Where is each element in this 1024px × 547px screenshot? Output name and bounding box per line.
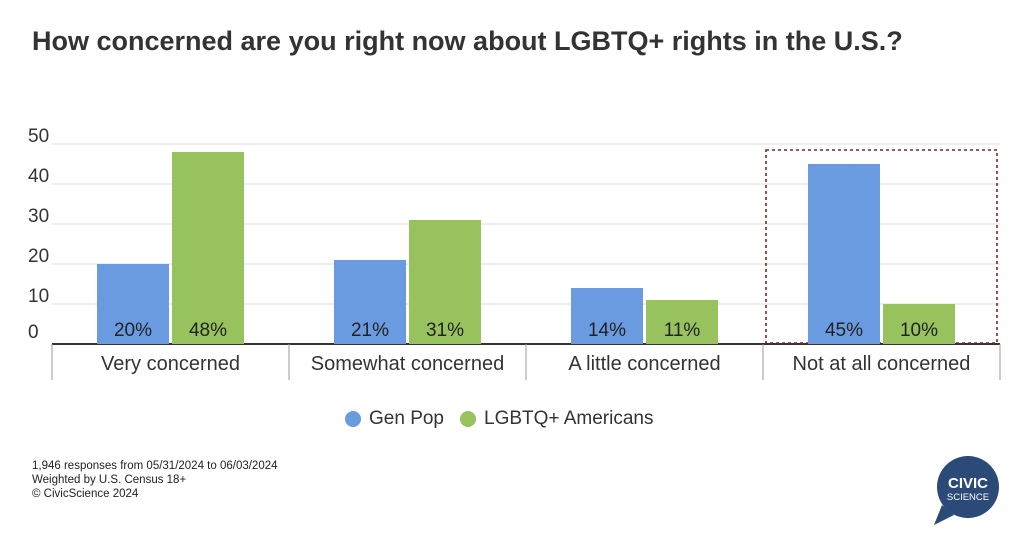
footer-copyright: © CivicScience 2024 xyxy=(32,488,139,500)
bar-gen-pop xyxy=(97,264,169,344)
data-label: 31% xyxy=(426,320,464,341)
data-label: 45% xyxy=(825,320,863,341)
civicscience-logo: CIVIC SCIENCE xyxy=(934,456,999,525)
x-tick-label: Somewhat concerned xyxy=(311,353,504,375)
data-label: 21% xyxy=(351,320,389,341)
legend-label-gen-pop: Gen Pop xyxy=(369,408,444,429)
data-label: 48% xyxy=(189,320,227,341)
legend-item-lgbtq: LGBTQ+ Americans xyxy=(460,408,653,430)
footer-weighting: Weighted by U.S. Census 18+ xyxy=(32,474,187,486)
y-tick-label: 30 xyxy=(28,206,49,227)
data-label: 10% xyxy=(900,320,938,341)
bar-gen-pop xyxy=(808,164,880,344)
legend-label-lgbtq: LGBTQ+ Americans xyxy=(484,408,654,429)
y-tick-label: 20 xyxy=(28,246,49,267)
legend-swatch-lgbtq xyxy=(460,411,476,427)
bar-lgbtq xyxy=(172,152,244,344)
y-tick-label: 40 xyxy=(28,166,49,187)
y-tick-label: 0 xyxy=(28,322,39,343)
bar-lgbtq xyxy=(883,304,955,344)
data-label: 14% xyxy=(588,320,626,341)
svg-text:CIVIC: CIVIC xyxy=(948,475,988,492)
bar-chart: 0 10 20 30 40 50 20% 48% Very concerned 21% 31% Som… xyxy=(28,126,1001,380)
bar-lgbtq xyxy=(409,220,481,344)
data-label: 20% xyxy=(114,320,152,341)
bar-gen-pop xyxy=(571,288,643,344)
svg-text:SCIENCE: SCIENCE xyxy=(947,492,989,503)
legend: Gen Pop LGBTQ+ Americans xyxy=(345,408,659,430)
data-label: 11% xyxy=(664,320,701,341)
bar-gen-pop xyxy=(334,260,406,344)
x-tick-label: Very concerned xyxy=(101,353,240,375)
chart-title: How concerned are you right now about LG… xyxy=(32,26,903,56)
y-tick-label: 10 xyxy=(28,286,49,307)
y-tick-label: 50 xyxy=(28,126,49,147)
source-note: 1,946 responses from 05/31/2024 to 06/03… xyxy=(32,459,278,501)
legend-item-gen-pop: Gen Pop xyxy=(345,408,444,430)
bar-lgbtq xyxy=(646,300,718,344)
x-tick-label: Not at all concerned xyxy=(793,353,971,375)
x-tick-label: A little concerned xyxy=(568,353,720,375)
legend-swatch-gen-pop xyxy=(345,411,361,427)
highlight-box xyxy=(765,149,998,344)
footer-responses: 1,946 responses from 05/31/2024 to 06/03… xyxy=(32,460,278,472)
